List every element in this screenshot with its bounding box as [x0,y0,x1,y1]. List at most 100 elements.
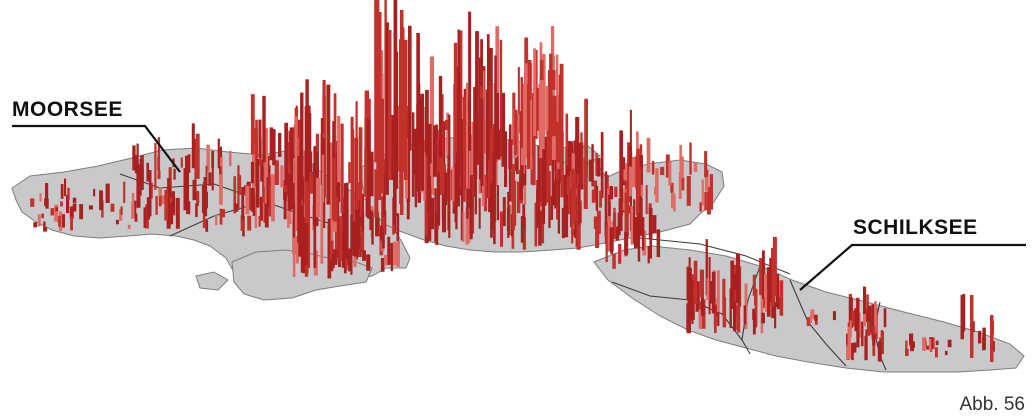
density-bar [343,183,347,274]
density-bar [609,227,614,252]
density-bar [548,119,552,166]
density-bar [385,22,389,195]
density-bar [413,128,417,175]
density-bar [604,171,608,238]
density-bar [540,60,544,80]
density-bar [457,29,460,153]
density-bar [115,219,119,225]
density-bar [185,155,189,202]
density-bar [295,235,299,264]
density-bar [315,177,320,218]
density-bar [910,345,914,352]
density-bar [545,85,549,131]
density-bar [180,157,183,168]
density-bar [131,192,135,208]
density-bar [50,208,55,216]
density-bar [552,95,557,137]
density-bar [186,201,191,215]
density-bar [631,156,636,187]
density-bar [305,190,308,221]
density-bar [624,192,629,237]
density-bar [707,186,711,215]
density-bar [161,195,166,205]
density-bar [304,223,309,265]
density-bar [460,119,464,241]
density-bar [266,177,269,209]
density-bar [221,209,226,218]
density-bar [693,162,698,172]
density-bar [360,175,363,217]
density-bar [848,297,853,329]
land-islet-1 [195,271,229,291]
density-bar [508,205,511,236]
density-bar [148,170,152,217]
density-bar [339,216,343,261]
density-bar [542,153,546,188]
density-bar [341,197,346,268]
density-bar [334,249,338,265]
density-bar [698,309,702,329]
density-bar [379,225,383,241]
density-bar [760,286,764,334]
density-bar [442,168,447,233]
density-bar [58,215,61,227]
density-bar [358,127,363,215]
density-bar [69,206,74,219]
density-bar [247,215,252,231]
density-bar [754,304,758,328]
density-bar [691,283,694,318]
density-bar [680,156,684,184]
density-bar [396,213,400,242]
density-bar [352,221,356,250]
density-bar [655,176,659,187]
density-bar [271,174,275,222]
density-bar [33,222,38,228]
density-bar [157,137,161,179]
density-bar [300,176,304,200]
density-bar [729,288,732,328]
density-bar [704,192,707,211]
density-bar [187,154,191,173]
density-bar [534,202,538,247]
density-bar [711,271,716,314]
density-bar [280,165,284,188]
density-bar [507,191,510,238]
density-bar [990,315,994,362]
density-bar [155,196,158,215]
density-bar [627,205,632,214]
density-bar [618,243,622,264]
density-bar [400,10,404,215]
district-line [639,237,791,275]
density-bar [466,82,468,189]
density-bar [498,129,501,160]
density-bar [982,336,985,351]
density-bar [356,213,360,249]
density-bar [205,165,208,186]
density-bar [369,151,374,197]
density-bar [393,42,397,187]
density-bar [699,269,704,298]
density-bar [609,186,613,200]
density-bar [278,132,282,157]
density-bar [312,163,316,226]
density-bar [863,314,866,327]
density-bar [549,53,553,137]
density-bars [30,0,995,362]
density-bar [134,154,138,174]
density-bar [695,281,700,312]
density-bar [864,335,867,361]
density-bar [99,190,103,211]
density-bar [39,193,42,202]
density-bar [60,201,63,207]
density-bar [250,188,255,212]
density-bar [451,166,455,202]
density-bar [528,60,532,100]
density-bar [329,142,334,221]
density-bar [730,260,734,309]
density-bar [61,214,65,228]
density-bar [550,196,554,220]
density-bar [548,171,551,228]
density-bar [607,188,612,252]
density-bar [928,339,932,351]
density-bar [44,198,48,206]
